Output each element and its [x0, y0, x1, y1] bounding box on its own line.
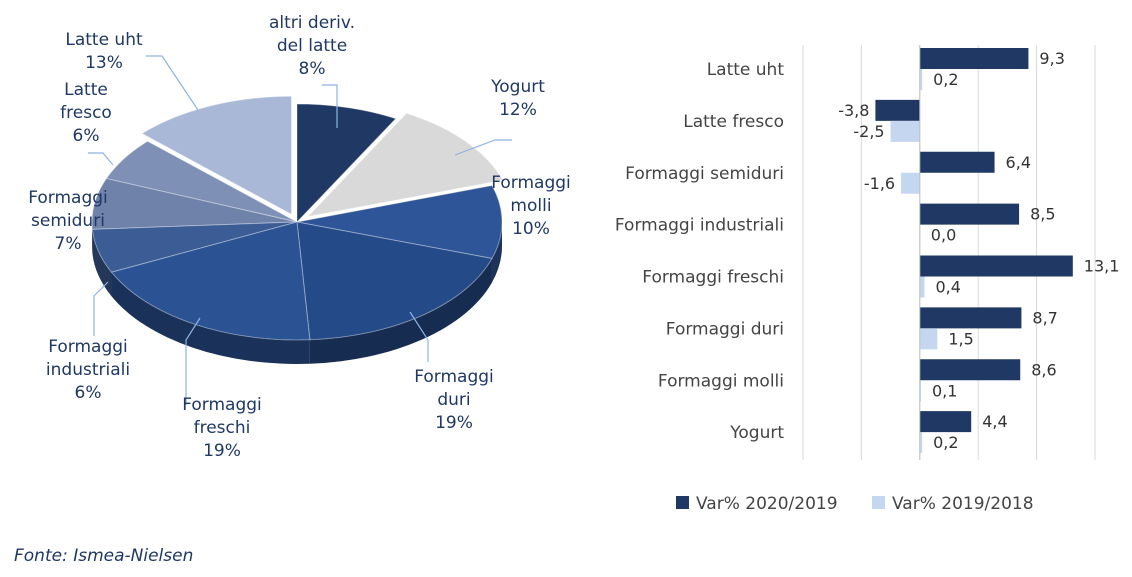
data-label: 0,2 [933, 433, 958, 452]
bar-2019-2018 [919, 328, 938, 350]
bar-2020-2019 [919, 48, 1029, 69]
bar-2019-2018 [919, 432, 923, 454]
bar-2020-2019 [875, 99, 920, 121]
pie-slice-top [91, 221, 298, 273]
data-label: 13,1 [1084, 257, 1120, 276]
leader-line [146, 55, 199, 111]
category-label: Latte fresco [683, 112, 784, 132]
data-label: 8,5 [1030, 205, 1055, 224]
legend-label: Var% 2019/2018 [892, 494, 1034, 514]
bar-2020-2019 [919, 411, 972, 433]
legend: Var% 2020/2019 Var% 2019/2018 [676, 494, 1034, 514]
bar-2020-2019 [919, 359, 1021, 381]
pie-slice-top [140, 95, 292, 216]
pie-slice [306, 112, 504, 218]
pie-label: Yogurt 12% [490, 77, 545, 120]
pie-label: Formaggi semiduri 7% [28, 188, 108, 254]
pie-slice [296, 184, 503, 283]
pie-slice-side [92, 229, 112, 297]
pie-slice-top [306, 112, 504, 218]
data-label: 4,4 [982, 412, 1007, 431]
pie-slice [296, 221, 493, 364]
pie-slice [296, 103, 397, 224]
data-label: 0,4 [935, 278, 960, 297]
pie-slice [91, 177, 298, 254]
category-label: Latte uht [707, 60, 785, 80]
bar-2020-2019 [919, 307, 1022, 329]
legend-label: Var% 2020/2019 [696, 494, 838, 514]
pie-chart: altri deriv. del latte 8% Yogurt 12% Formaggi… [28, 13, 571, 461]
bar-2019-2018 [919, 380, 921, 402]
pie-label: Latte uht 13% [65, 30, 143, 73]
leader-line [93, 281, 109, 336]
pie-slice-side [491, 222, 502, 283]
category-label: Formaggi duri [666, 319, 784, 339]
bar-2019-2018 [919, 276, 925, 298]
data-label: 6,4 [1006, 153, 1031, 172]
data-label: 9,3 [1039, 49, 1064, 68]
bar-2020-2019 [919, 255, 1073, 277]
bar-2020-2019 [919, 151, 995, 173]
legend-swatch [676, 496, 689, 509]
leader-line [409, 311, 429, 362]
pie-slice-side [111, 272, 310, 364]
bar-chart: Latte uht 9,3 0,2 Latte fresco -3,8 -2,5 Forma… [615, 45, 1120, 460]
leader-line [185, 317, 201, 405]
data-label: 1,5 [948, 329, 973, 348]
data-label: -1,6 [864, 174, 895, 193]
pie-label: Formaggi industriali 6% [46, 337, 130, 403]
pie-slice-top [105, 140, 298, 223]
data-label: 0,2 [933, 70, 958, 89]
data-label: 8,6 [1031, 360, 1056, 379]
pie-slice-top [296, 184, 503, 260]
pie-label: Formaggi molli 10% [491, 173, 571, 239]
leader-line [322, 84, 338, 128]
category-label: Yogurt [729, 423, 784, 443]
category-label: Formaggi semiduri [625, 164, 784, 184]
pie-slice [140, 95, 292, 216]
pie-slice-top [296, 221, 493, 341]
leader-line [88, 152, 114, 166]
data-label: -3,8 [838, 101, 869, 120]
category-label: Formaggi freschi [642, 268, 784, 288]
pie-slice-side [309, 258, 492, 364]
category-label: Formaggi industriali [615, 216, 784, 236]
pie-slice-top [91, 177, 298, 230]
bar-2019-2018 [890, 120, 920, 142]
pie-label: Formaggi freschi 19% [182, 395, 262, 461]
data-label: 8,7 [1032, 308, 1057, 327]
source-note: Fonte: Ismea-Nielsen [14, 546, 194, 566]
data-label: 0,0 [931, 226, 956, 245]
pie-label: Formaggi duri 19% [414, 367, 494, 433]
pie-slice [105, 140, 298, 223]
legend-swatch [872, 496, 885, 509]
category-label: Formaggi molli [658, 371, 784, 391]
leader-line [454, 139, 512, 156]
pie-label: altri deriv. del latte 8% [269, 13, 355, 79]
pie-label: Latte fresco 6% [60, 80, 112, 146]
bar-2020-2019 [919, 203, 1020, 225]
bar-2019-2018 [919, 69, 923, 90]
data-label: -2,5 [853, 122, 884, 141]
pie-slice-top [110, 221, 311, 341]
data-label: 0,1 [932, 381, 957, 400]
bar-2019-2018 [901, 172, 920, 194]
pie-slice [91, 221, 298, 297]
pie-slice [110, 221, 311, 364]
pie-slice-top [296, 103, 397, 224]
